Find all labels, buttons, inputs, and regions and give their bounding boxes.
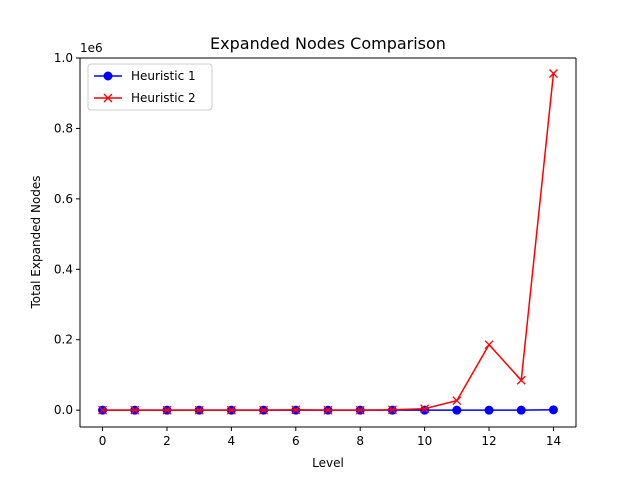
x-marker-stroke: [387, 405, 397, 415]
legend-entry: Heuristic 2: [94, 91, 196, 105]
y-tick-label: 0.2: [54, 333, 73, 347]
x-marker-stroke: [420, 404, 430, 414]
x-axis-label: Level: [312, 456, 344, 470]
y-axis-ticks: 0.0 0.2 0.4 0.6 0.8 1.0: [54, 51, 80, 417]
data-point: [259, 405, 269, 415]
x-marker-stroke: [226, 405, 236, 415]
y-axis-offset-label: 1e6: [80, 41, 103, 55]
data-point: [226, 405, 236, 415]
x-marker-stroke: [452, 396, 462, 406]
legend-marker: [103, 93, 113, 103]
y-tick-label: 0.0: [54, 403, 73, 417]
y-tick-label: 1.0: [54, 51, 73, 65]
legend: Heuristic 1 Heuristic 2: [87, 63, 213, 111]
x-marker-stroke: [98, 405, 108, 415]
x-marker-stroke: [548, 69, 558, 78]
legend-entry: Heuristic 1: [94, 69, 196, 83]
x-tick-label: 2: [163, 434, 171, 448]
data-point: [420, 404, 430, 414]
x-marker-stroke: [291, 405, 301, 415]
data-point: [355, 405, 365, 415]
x-marker-stroke: [103, 93, 113, 103]
data-point: [162, 405, 172, 415]
data-point: [548, 69, 558, 78]
x-tick-label: 14: [546, 434, 561, 448]
y-axis-label: Total Expanded Nodes: [29, 175, 43, 309]
plot-background: [80, 58, 576, 427]
data-point: [387, 405, 397, 415]
data-point: [98, 405, 108, 415]
data-point: [484, 340, 494, 350]
y-tick-label: 0.6: [54, 192, 73, 206]
legend-label: Heuristic 2: [131, 91, 196, 105]
data-point: [452, 396, 462, 406]
data-point: [548, 405, 558, 415]
x-marker-stroke: [516, 375, 526, 385]
x-marker-stroke: [323, 405, 333, 415]
data-point: [291, 405, 301, 415]
x-marker-stroke: [484, 340, 494, 350]
series-layer: [98, 69, 558, 415]
data-point: [484, 405, 494, 415]
x-tick-label: 0: [99, 434, 107, 448]
x-tick-label: 8: [356, 434, 364, 448]
chart-title: Expanded Nodes Comparison: [210, 34, 446, 53]
x-marker-stroke: [162, 405, 172, 415]
x-tick-label: 10: [417, 434, 432, 448]
x-marker-stroke: [355, 405, 365, 415]
legend-label: Heuristic 1: [131, 69, 196, 83]
x-tick-label: 4: [228, 434, 236, 448]
x-tick-label: 12: [481, 434, 496, 448]
data-point: [452, 405, 462, 415]
data-point: [516, 405, 526, 415]
data-point: [194, 405, 204, 415]
data-point: [323, 405, 333, 415]
x-axis-ticks: 0 2 4 6 8 10 12 14: [99, 427, 561, 448]
data-point: [516, 375, 526, 385]
y-tick-label: 0.8: [54, 121, 73, 135]
y-tick-label: 0.4: [54, 262, 73, 276]
x-marker-stroke: [194, 405, 204, 415]
x-marker-stroke: [259, 405, 269, 415]
data-point: [130, 405, 140, 415]
x-tick-label: 6: [292, 434, 300, 448]
legend-marker: [103, 71, 113, 81]
axes-frame: [79, 57, 577, 428]
series-2: [98, 69, 558, 415]
x-marker-stroke: [130, 405, 140, 415]
legend-entries: Heuristic 1 Heuristic 2: [94, 69, 196, 105]
